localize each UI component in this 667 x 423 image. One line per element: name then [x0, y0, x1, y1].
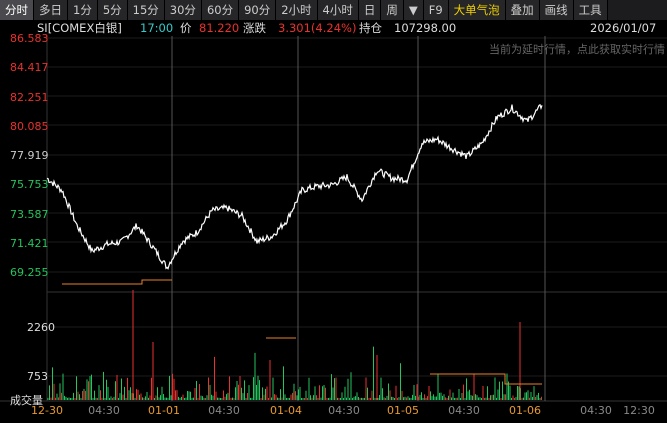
x-tick: 04:30 [208, 404, 240, 417]
quote-time: 17:00 [140, 21, 174, 35]
tab-3[interactable]: 5分 [97, 0, 128, 20]
oi-value: 107298.00 [394, 21, 457, 35]
x-tick: 04:30 [328, 404, 360, 417]
volume-tick: 2260 [27, 321, 55, 334]
tab-14[interactable]: 大单气泡 [448, 0, 506, 20]
x-tick: 04:30 [88, 404, 120, 417]
x-tick: 12-30 [31, 404, 63, 417]
y-tick: 71.421 [10, 236, 49, 250]
open-interest-line [430, 373, 542, 385]
y-tick: 69.255 [10, 266, 49, 279]
tab-5[interactable]: 30分 [164, 0, 202, 20]
period-tabs: 分时 多日 1分 5分 15分 30分 60分 90分 2小时 4小时日周 ▼ F9 大单气泡 叠加 画线工… [0, 0, 667, 20]
price-label: 价 [180, 21, 192, 35]
tab-1[interactable]: 多日 [34, 0, 68, 20]
change-value: 3.301(4.24%) [278, 21, 357, 35]
oi-label: 持仓 [359, 21, 382, 35]
x-tick: 12:30 [623, 404, 655, 417]
change-label: 涨跌 [243, 21, 266, 35]
tab-11[interactable]: 周 [381, 0, 404, 20]
quote-info-bar: SI[COMEX白银] 17:00 价 81.220 涨跌 3.301(4.24… [0, 20, 667, 36]
x-tick: 01-04 [270, 404, 302, 417]
x-tick: 01-05 [387, 404, 419, 417]
tab-12[interactable]: ▼ [403, 0, 424, 20]
date: 2026/01/07 [590, 21, 657, 35]
tab-17[interactable]: 工具 [573, 0, 608, 20]
volume-tick: 753 [27, 370, 48, 383]
y-tick: 86.583 [10, 32, 49, 45]
price-line [46, 103, 543, 270]
y-tick: 84.417 [10, 61, 49, 75]
tab-16[interactable]: 画线 [539, 0, 574, 20]
x-tick: 04:30 [448, 404, 480, 417]
y-tick: 77.919 [10, 149, 49, 162]
tab-0[interactable]: 分时 [0, 0, 34, 20]
tab-7[interactable]: 90分 [239, 0, 277, 20]
y-tick: 73.587 [10, 207, 49, 221]
price-value: 81.220 [199, 21, 240, 35]
tab-9[interactable]: 4小时 [317, 0, 359, 20]
tab-4[interactable]: 15分 [127, 0, 165, 20]
tab-8[interactable]: 2小时 [276, 0, 318, 20]
tab-15[interactable]: 叠加 [505, 0, 540, 20]
tab-2[interactable]: 1分 [68, 0, 98, 20]
x-tick: 01-06 [509, 404, 541, 417]
symbol: SI[COMEX白银] [37, 21, 122, 35]
tab-13[interactable]: F9 [423, 0, 449, 20]
volume-label: 成交量 [10, 394, 43, 407]
x-tick: 01-01 [148, 404, 180, 417]
tab-10[interactable]: 日 [358, 0, 382, 20]
delayed-quote-notice[interactable]: 当前为延时行情，点此获取实时行情 [489, 43, 665, 56]
y-tick: 82.251 [10, 90, 49, 104]
y-tick: 75.753 [10, 178, 49, 192]
open-interest-line [62, 279, 172, 285]
y-tick: 80.085 [10, 119, 49, 133]
tab-6[interactable]: 60分 [201, 0, 240, 20]
x-tick: 04:30 [580, 404, 612, 417]
